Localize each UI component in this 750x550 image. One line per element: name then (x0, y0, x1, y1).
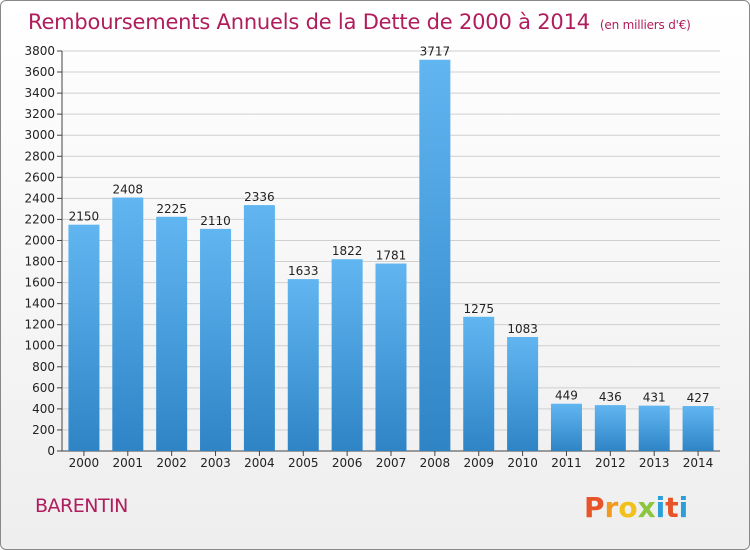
y-tick-label: 2000 (24, 233, 55, 247)
y-tick-label: 2800 (24, 149, 55, 163)
y-tick-label: 3200 (24, 107, 55, 121)
y-tick-label: 1200 (24, 318, 55, 332)
value-label: 436 (599, 390, 622, 404)
commune-name: BARENTIN (35, 495, 128, 517)
bar-2011 (550, 403, 582, 451)
x-tick-label: 2012 (595, 456, 626, 470)
bar-2002 (156, 216, 188, 451)
logo-letter: i (678, 491, 689, 524)
logo-letter: o (618, 491, 638, 524)
y-tick-label: 2400 (24, 191, 55, 205)
value-label: 2150 (69, 210, 100, 224)
x-tick-label: 2009 (463, 456, 494, 470)
bar-2001 (112, 197, 144, 451)
value-label: 2336 (244, 190, 275, 204)
x-tick-label: 2010 (507, 456, 538, 470)
logo-letter: P (584, 491, 605, 524)
logo-letter: x (637, 491, 656, 524)
bar-2014 (682, 406, 714, 451)
bar-2010 (507, 337, 539, 451)
y-tick-label: 600 (32, 381, 55, 395)
bar-2012 (594, 405, 626, 451)
y-tick-label: 3600 (24, 65, 55, 79)
bar-2004 (243, 205, 275, 451)
bar-2006 (331, 259, 363, 451)
x-tick-label: 2000 (69, 456, 100, 470)
bar-2000 (68, 224, 100, 451)
x-tick-label: 2001 (113, 456, 144, 470)
y-tick-label: 800 (32, 360, 55, 374)
proxiti-logo[interactable]: Proxiti (584, 491, 688, 524)
value-label: 3717 (420, 45, 451, 59)
y-tick-label: 1400 (24, 297, 55, 311)
logo-letter: i (655, 491, 666, 524)
value-label: 431 (643, 391, 666, 405)
bar-2007 (375, 263, 407, 451)
value-label: 2408 (113, 183, 144, 197)
y-tick-label: 3400 (24, 86, 55, 100)
y-tick-label: 3800 (24, 44, 55, 58)
value-label: 1781 (376, 249, 407, 263)
y-tick-label: 1800 (24, 255, 55, 269)
bars (68, 59, 714, 451)
x-tick-label: 2014 (683, 456, 714, 470)
y-tick-label: 0 (47, 444, 55, 458)
y-tick-label: 2600 (24, 170, 55, 184)
value-label: 1275 (463, 302, 494, 316)
bar-2008 (419, 59, 451, 451)
chart-title-text: Remboursements Annuels de la Dette de 20… (28, 10, 590, 34)
bar-chart: 0 200 400 600 800 1000 1200 1400 1600 1800 2000 220… (24, 44, 720, 470)
x-tick-label: 2002 (156, 456, 187, 470)
x-tick-label: 2004 (244, 456, 275, 470)
y-tick-label: 400 (32, 402, 55, 416)
x-tick-label: 2006 (332, 456, 363, 470)
x-tick-label: 2007 (376, 456, 407, 470)
value-labels: 2150 2408 2225 2110 2336 1633 1822 1781 3717 1275… (69, 45, 710, 405)
bar-2013 (638, 405, 670, 451)
value-label: 1633 (288, 264, 319, 278)
x-tick-label: 2003 (200, 456, 231, 470)
value-label: 1083 (507, 322, 538, 336)
value-label: 2225 (156, 202, 187, 216)
value-label: 2110 (200, 214, 231, 228)
y-tick-label: 200 (32, 423, 55, 437)
x-tick-label: 2011 (551, 456, 582, 470)
logo-letter: r (604, 491, 619, 524)
y-tick-label: 1000 (24, 339, 55, 353)
x-tick-label: 2013 (639, 456, 670, 470)
axes: 0 200 400 600 800 1000 1200 1400 1600 1800 2000 220… (24, 44, 720, 470)
bar-2009 (463, 316, 495, 451)
x-tick-label: 2005 (288, 456, 319, 470)
value-label: 427 (687, 391, 710, 405)
y-tick-label: 3000 (24, 128, 55, 142)
value-label: 449 (555, 389, 578, 403)
y-tick-label: 1600 (24, 276, 55, 290)
bar-2003 (200, 228, 232, 451)
chart-unit-note: (en milliers d'€) (599, 18, 691, 32)
chart-title: Remboursements Annuels de la Dette de 20… (28, 10, 691, 34)
bar-2005 (287, 279, 319, 451)
y-tick-label: 2200 (24, 212, 55, 226)
value-label: 1822 (332, 244, 363, 258)
x-tick-label: 2008 (420, 456, 451, 470)
logo-letter: t (665, 491, 679, 524)
